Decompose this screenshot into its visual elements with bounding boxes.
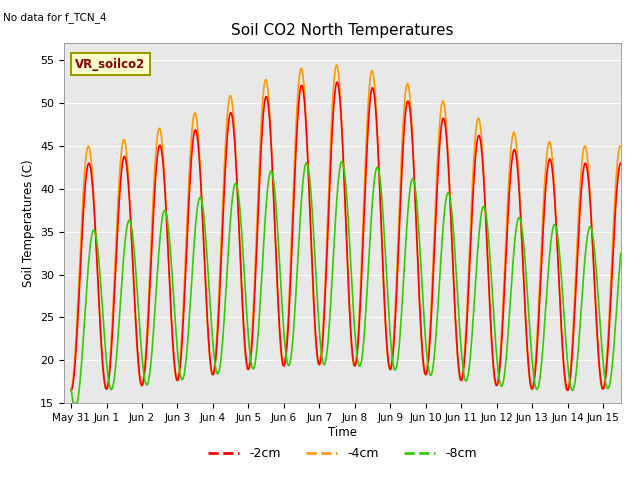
-2cm bbox=[601, 381, 609, 386]
Line: -2cm: -2cm bbox=[71, 82, 621, 390]
Title: Soil CO2 North Temperatures: Soil CO2 North Temperatures bbox=[231, 23, 454, 38]
-4cm bbox=[602, 372, 609, 377]
-2cm bbox=[320, 320, 328, 325]
-4cm bbox=[95, 305, 103, 311]
-4cm bbox=[335, 72, 342, 77]
-8cm bbox=[320, 362, 328, 368]
Y-axis label: Soil Temperatures (C): Soil Temperatures (C) bbox=[22, 159, 35, 287]
Legend: -2cm, -4cm, -8cm: -2cm, -4cm, -8cm bbox=[204, 443, 481, 465]
-8cm bbox=[338, 159, 346, 165]
Line: -8cm: -8cm bbox=[71, 162, 621, 403]
-2cm bbox=[602, 379, 609, 384]
-4cm bbox=[617, 144, 625, 149]
-8cm bbox=[335, 175, 342, 180]
-2cm bbox=[95, 302, 103, 308]
Line: -4cm: -4cm bbox=[71, 65, 621, 390]
-4cm bbox=[500, 275, 508, 281]
-4cm bbox=[333, 62, 340, 68]
-4cm bbox=[602, 374, 609, 380]
-2cm bbox=[617, 160, 625, 166]
-8cm bbox=[95, 264, 103, 270]
-8cm bbox=[500, 372, 508, 377]
-8cm bbox=[602, 377, 609, 383]
-4cm bbox=[563, 387, 571, 393]
Text: No data for f_TCN_4: No data for f_TCN_4 bbox=[3, 12, 107, 23]
-4cm bbox=[67, 387, 75, 393]
-8cm bbox=[70, 400, 77, 406]
X-axis label: Time: Time bbox=[328, 426, 357, 439]
-2cm bbox=[500, 291, 508, 297]
-2cm bbox=[67, 387, 75, 393]
-8cm bbox=[602, 378, 609, 384]
-2cm bbox=[335, 85, 342, 91]
Text: VR_soilco2: VR_soilco2 bbox=[75, 58, 145, 71]
-8cm bbox=[617, 251, 625, 256]
-8cm bbox=[67, 385, 75, 391]
-2cm bbox=[333, 79, 341, 85]
-4cm bbox=[320, 309, 328, 314]
